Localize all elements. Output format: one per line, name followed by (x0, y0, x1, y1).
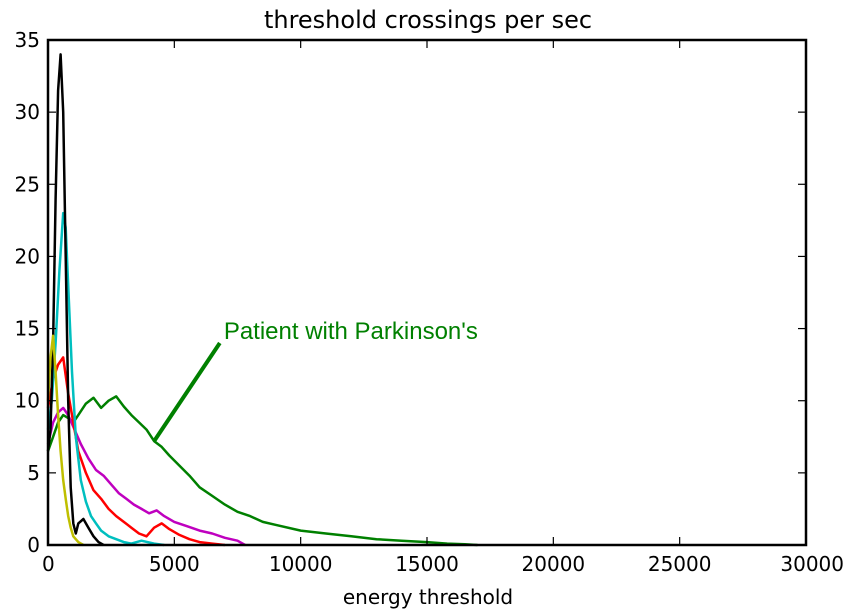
series-line-5 (46, 334, 85, 547)
series-layer (46, 53, 478, 547)
x-axis-label: energy threshold (343, 585, 513, 609)
annotation-layer: Patient with Parkinson's (152, 318, 478, 443)
x-tick-label: 0 (42, 552, 55, 576)
chart-title: threshold crossings per sec (264, 6, 592, 34)
x-tick-label: 30000 (780, 552, 844, 576)
x-tick-label: 15000 (395, 552, 459, 576)
series-line-3 (46, 211, 165, 547)
y-ticks: 0 5 10 15 20 25 30 35 (15, 28, 806, 557)
x-tick-label: 20000 (522, 552, 586, 576)
series-line-4 (46, 53, 105, 547)
y-tick-label: 20 (15, 244, 40, 268)
annotation-arrow (152, 341, 222, 443)
y-tick-label: 25 (15, 172, 40, 196)
series-line-2 (46, 356, 226, 547)
plot-frame (46, 38, 808, 547)
y-tick-label: 35 (15, 28, 40, 52)
x-ticks: 0 5000 10000 15000 20000 25000 30000 (42, 40, 844, 576)
series-line-0 (46, 395, 478, 547)
y-tick-label: 0 (27, 533, 40, 557)
x-tick-label: 25000 (648, 552, 712, 576)
y-tick-label: 10 (15, 389, 40, 413)
y-tick-label: 30 (15, 100, 40, 124)
annotation-text: Patient with Parkinson's (224, 318, 478, 345)
y-tick-label: 5 (27, 461, 40, 485)
x-tick-label: 10000 (269, 552, 333, 576)
y-tick-label: 15 (15, 317, 40, 341)
x-tick-label: 5000 (149, 552, 200, 576)
